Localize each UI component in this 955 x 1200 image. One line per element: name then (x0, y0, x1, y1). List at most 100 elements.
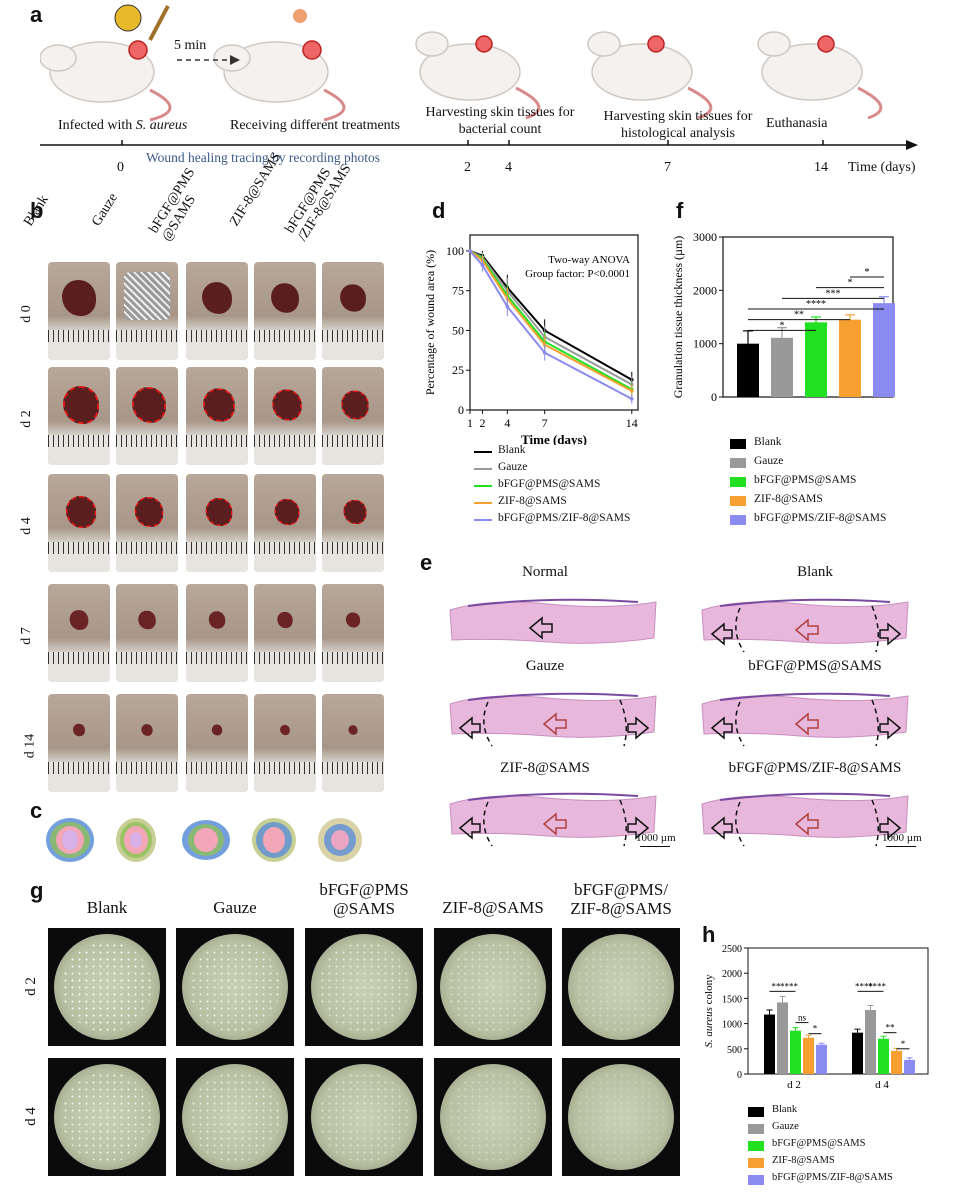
legend-swatch-bfgf-pms-zif-8-sams (730, 515, 746, 525)
wound-photo (322, 584, 384, 682)
wound-area (274, 498, 300, 526)
significance-stars: ** (772, 981, 782, 991)
agar-plate (434, 928, 552, 1046)
legend-swatch-blank (748, 1107, 764, 1117)
data-point (468, 249, 472, 253)
y-axis-label: Percentage of wound area (%) (423, 250, 437, 395)
histology-section (701, 692, 909, 747)
data-point (505, 304, 510, 309)
legend-swatch-blank (474, 451, 492, 453)
wound-area (138, 610, 156, 630)
ruler-scale (48, 542, 110, 572)
normal-tissue-arrow-icon (710, 716, 733, 740)
wound-photo (254, 694, 316, 792)
wound-area (340, 284, 366, 312)
histology-section (701, 792, 909, 847)
legend-swatch-bfgf-pms-sams (748, 1141, 764, 1151)
bacterial-colonies (62, 1072, 152, 1162)
ruler-scale (322, 762, 384, 792)
panel-label-e: e (420, 550, 433, 575)
legend-swatch-bfgf-pms-zif-8-sams (748, 1175, 764, 1185)
y-tick-label: 2500 (722, 944, 742, 955)
significance-stars: * (848, 278, 853, 289)
y-tick-label: 1000 (722, 1020, 742, 1031)
wound-area (65, 496, 97, 528)
histology-title-gauze: Gauze (525, 658, 565, 674)
scale-bar-line (640, 846, 670, 847)
legend-swatch-bfgf-pms-zif-8-sams (474, 519, 492, 521)
wound-photo (254, 584, 316, 682)
plate-column-header-zif-8-sams: ZIF-8@SAMS (442, 898, 544, 917)
wound-area (62, 386, 100, 424)
y-tick-label: 50 (452, 323, 464, 337)
wound-area (348, 725, 358, 735)
legend-label-gauze: Gauze (498, 461, 528, 473)
infected-label: Infected with S. aureus (58, 118, 188, 133)
photo-row-label-d-2: d 2 (18, 410, 34, 428)
plate-column-header-bfgf-pms-sams: bFGF@PMS @SAMS (319, 880, 409, 918)
wound-center-arrow-icon (542, 812, 567, 836)
timeline-figure (40, 4, 918, 150)
legend-label-zif-8-sams: ZIF-8@SAMS (772, 1155, 835, 1166)
wound-photo (322, 262, 384, 360)
wound-photo (48, 367, 110, 465)
bar-zif-8-sams (839, 319, 861, 397)
significance-stars: **** (868, 981, 887, 991)
legend-swatch-gauze (474, 468, 492, 470)
histology-section (449, 598, 657, 644)
ruler-scale (254, 762, 316, 792)
normal-tissue-arrow-icon (710, 816, 733, 840)
normal-tissue-arrow-icon (879, 622, 902, 646)
ruler-scale (116, 330, 178, 360)
ruler-scale (322, 330, 384, 360)
tracing-label: Wound healing tracing by recording photo… (146, 150, 380, 165)
bacterial-colonies (448, 1072, 538, 1162)
legend-label-bfgf-pms-zif-8-sams: bFGF@PMS/ZIF-8@SAMS (754, 512, 887, 524)
normal-tissue-arrow-icon (879, 716, 902, 740)
ruler-scale (254, 542, 316, 572)
bar-bfgf-pms-zif-8-sams-d-4 (904, 1059, 915, 1074)
tick-7: 7 (664, 160, 671, 175)
wound-boundary-right (871, 799, 879, 847)
wound-photo (186, 367, 248, 465)
data-point (542, 342, 547, 347)
ruler-scale (116, 542, 178, 572)
wound-area (211, 724, 223, 736)
normal-tissue-arrow-icon (458, 716, 481, 740)
panel-label-c: c (30, 798, 43, 823)
wound-photo (116, 367, 178, 465)
wound-area (280, 724, 290, 736)
bar-bfgf-pms-sams-d-4 (878, 1038, 889, 1074)
plate-row-label-d-2: d 2 (22, 977, 39, 996)
wound-area (141, 724, 153, 736)
wound-area (271, 283, 299, 313)
tick-2: 2 (464, 160, 471, 175)
legend-label-blank: Blank (498, 444, 526, 456)
panel-label-a: a (30, 2, 43, 27)
epidermis-layer (467, 792, 639, 801)
wound-photo (254, 367, 316, 465)
significance-stars: * (865, 267, 870, 278)
ruler-scale (322, 652, 384, 682)
epidermis-layer (467, 692, 639, 701)
legend-swatch-bfgf-pms-sams (474, 485, 492, 487)
normal-tissue-arrow-icon (528, 616, 553, 640)
harvest-histology-label: Harvesting skin tissues for histological … (603, 109, 753, 141)
x-tick-label: 4 (504, 416, 510, 430)
legend-swatch-zif-8-sams (474, 502, 492, 504)
photo-column-header-blank: Blank (21, 192, 52, 229)
wound-center-arrow-icon (794, 712, 819, 736)
epidermis-layer (719, 692, 891, 701)
y-tick-label: 100 (446, 244, 464, 258)
wound-boundary-left (483, 701, 493, 747)
bacterial-colonies (448, 942, 538, 1032)
legend-label-bfgf-pms-sams: bFGF@PMS@SAMS (772, 1138, 866, 1149)
anova-annotation: Two-way ANOVA (548, 254, 630, 266)
wound-photo (186, 694, 248, 792)
significance-stars: **** (806, 299, 826, 310)
wound-boundary-left (735, 801, 745, 847)
wound-boundary-right (871, 699, 879, 747)
agar-plate (562, 1058, 680, 1176)
histology-title-normal: Normal (522, 564, 568, 580)
normal-tissue-arrow-icon (458, 816, 481, 840)
